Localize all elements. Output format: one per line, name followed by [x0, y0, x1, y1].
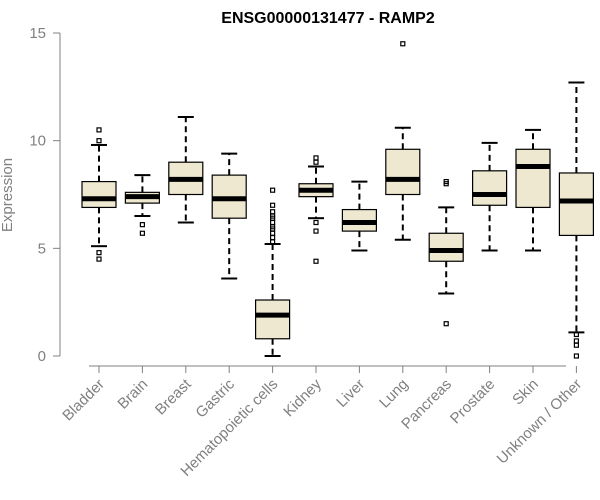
iqr-box	[558, 172, 595, 237]
box-group	[211, 152, 247, 280]
outlier-point	[573, 338, 580, 344]
outlier-point	[139, 222, 145, 228]
iqr-box	[81, 180, 117, 209]
boxes-layer	[81, 41, 595, 359]
outlier-point	[313, 228, 319, 234]
box-group	[472, 141, 508, 252]
outlier-point	[313, 219, 319, 226]
outlier-point	[313, 159, 319, 165]
x-tick-label: Liver	[333, 376, 368, 411]
outlier-point	[270, 230, 276, 236]
outlier-point	[139, 230, 145, 236]
iqr-box	[385, 148, 421, 196]
outlier-point	[270, 209, 276, 215]
outlier-point	[313, 258, 319, 264]
outlier-point	[270, 187, 276, 193]
y-tick-label: 10	[29, 133, 46, 150]
x-tick-label: Prostate	[447, 376, 499, 428]
box-group	[385, 41, 421, 241]
box-group	[558, 81, 595, 359]
outlier-point	[443, 321, 449, 327]
iqr-box	[515, 148, 551, 209]
box-group	[81, 127, 117, 262]
box-group	[298, 155, 334, 264]
box-group	[515, 128, 551, 252]
y-axis-label: Expression	[0, 158, 16, 232]
iqr-box	[428, 232, 464, 262]
x-tick-label: Lung	[376, 376, 412, 412]
y-tick-label: 0	[38, 348, 46, 365]
x-tick-label: Kidney	[280, 375, 325, 420]
outlier-point	[96, 138, 102, 144]
outlier-point	[270, 219, 276, 226]
box-group	[341, 180, 377, 252]
x-tick-label: Breast	[152, 375, 195, 418]
y-axis-ticks: 0 5 10 15	[29, 25, 60, 365]
outlier-point	[573, 342, 580, 348]
outlier-point	[270, 202, 276, 208]
box-group	[255, 187, 291, 357]
outlier-point	[96, 256, 102, 262]
chart-title: ENSG00000131477 - RAMP2	[221, 10, 435, 27]
outlier-point	[573, 353, 580, 359]
y-tick-label: 15	[29, 25, 46, 42]
y-tick-label: 5	[38, 240, 46, 257]
box-group	[168, 115, 204, 224]
outlier-point	[443, 178, 449, 185]
box-group	[124, 174, 161, 236]
x-tick-label: Skin	[509, 376, 542, 409]
outlier-point	[573, 331, 580, 338]
outlier-point	[96, 127, 102, 133]
outlier-point	[313, 155, 319, 161]
x-tick-label: Bladder	[59, 376, 108, 425]
outlier-point	[96, 250, 102, 256]
outlier-point	[270, 234, 276, 241]
iqr-box	[472, 170, 508, 206]
x-tick-label: Brain	[114, 376, 151, 413]
box-group	[428, 178, 464, 327]
outlier-point	[400, 41, 406, 47]
iqr-box	[255, 299, 291, 340]
